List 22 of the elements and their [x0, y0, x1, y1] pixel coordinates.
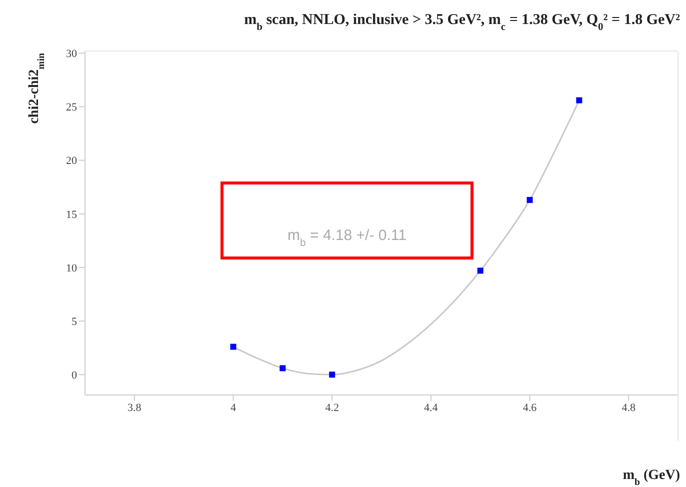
x-tick-label: 4.2	[325, 402, 339, 414]
point	[329, 372, 336, 378]
x-tick-label: 4.6	[522, 402, 538, 414]
x-tick-label: 3.8	[128, 402, 142, 414]
annotation: m$_{b}$ = 4.18 +/- 0.11	[288, 227, 406, 249]
y-tick-label: 20	[66, 155, 78, 168]
y-tick-label: 15	[66, 208, 78, 221]
y-tick-label: 25	[66, 102, 78, 114]
point	[230, 344, 236, 350]
y-tick-label: 0	[72, 370, 78, 382]
y-tick-label: 30	[66, 48, 78, 60]
point	[280, 365, 286, 372]
x-tick-label: 4	[230, 402, 236, 414]
y-tick-label: 10	[66, 262, 78, 274]
point	[576, 97, 582, 104]
y-tick-label: 5	[72, 316, 78, 328]
x-tick-label: 4.8	[622, 402, 636, 414]
x-axis-title: m$_{b}$ (GeV)	[622, 468, 680, 487]
x-tick-label: 4.4	[424, 402, 438, 414]
point	[477, 268, 484, 274]
point	[526, 196, 533, 203]
chart-title: m$_{b}$ scan, NNLO, inclusive > 3.5 GeV², m$_{c}$ = 1.38 GeV, Q$_{0}$² = 1.8 GeV²	[244, 12, 680, 32]
